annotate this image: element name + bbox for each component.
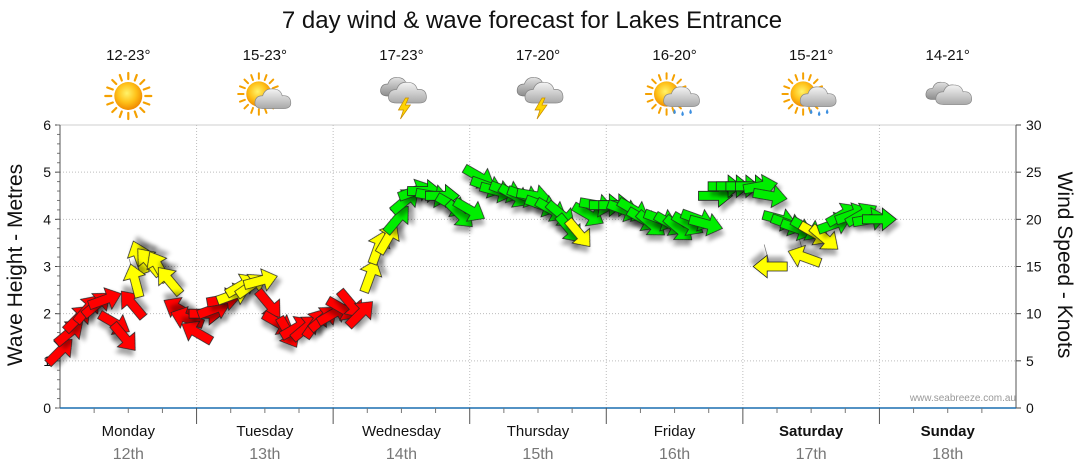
day-label: Tuesday	[236, 423, 293, 440]
thunderstorm-icon	[380, 77, 427, 120]
temp-range-label: 17-23°	[379, 47, 423, 64]
watermark: www.seabreeze.com.au	[909, 393, 1016, 404]
wind-arrow	[687, 213, 724, 237]
wind-arrow	[181, 320, 215, 346]
wind-arrow	[862, 207, 898, 232]
wind-arrow	[121, 290, 148, 321]
temp-range-label: 12-23°	[106, 47, 150, 64]
sunny-icon	[104, 71, 153, 121]
wind-arrow	[242, 268, 278, 292]
sun-shower-icon	[644, 72, 700, 116]
date-label: 12th	[113, 446, 144, 463]
wind-arrow	[87, 287, 122, 311]
left-tick-label: 3	[43, 259, 51, 275]
temp-range-label: 17-20°	[516, 47, 560, 64]
wind-arrow	[344, 301, 373, 330]
day-label: Monday	[102, 423, 156, 440]
day-label: Sunday	[921, 423, 976, 440]
temp-range-label: 15-23°	[243, 47, 287, 64]
day-label: Saturday	[779, 423, 844, 440]
sun-shower-icon	[781, 72, 837, 116]
cloudy-icon	[925, 81, 972, 105]
temp-range-label: 14-21°	[926, 47, 970, 64]
wind-arrow	[109, 320, 136, 351]
left-axis-title: Wave Height - Metres	[4, 164, 27, 366]
right-tick-label: 25	[1026, 164, 1042, 180]
right-tick-label: 5	[1026, 353, 1034, 369]
right-tick-label: 20	[1026, 211, 1042, 227]
date-label: 15th	[522, 446, 553, 463]
day-label: Thursday	[507, 423, 570, 440]
thunderstorm-icon	[516, 77, 564, 120]
day-label: Wednesday	[362, 423, 441, 440]
wind-arrow	[752, 184, 788, 209]
partly-cloudy-icon	[237, 72, 292, 116]
date-label: 16th	[659, 446, 690, 463]
wave-arrow	[752, 254, 788, 279]
left-tick-label: 2	[43, 306, 51, 322]
left-tick-label: 6	[43, 117, 51, 133]
date-label: 17th	[796, 446, 827, 463]
right-tick-label: 30	[1026, 117, 1042, 133]
wave-arrow	[122, 263, 147, 299]
temp-range-label: 15-21°	[789, 47, 833, 64]
day-label: Friday	[654, 423, 696, 440]
right-tick-label: 10	[1026, 306, 1042, 322]
wind-arrow	[564, 217, 591, 248]
right-tick-label: 0	[1026, 400, 1034, 416]
date-label: 14th	[386, 446, 417, 463]
right-tick-label: 15	[1026, 259, 1042, 275]
left-tick-label: 4	[43, 211, 51, 227]
temp-range-label: 16-20°	[652, 47, 696, 64]
right-axis-title: Wind Speed - Knots	[1053, 172, 1076, 359]
wind-arrow	[808, 223, 839, 250]
wind-arrow	[570, 201, 604, 227]
wind-arrow	[157, 267, 185, 298]
wind-arrow	[359, 259, 383, 294]
wave-arrow	[787, 244, 823, 268]
wind-arrow	[452, 196, 485, 222]
left-tick-label: 5	[43, 164, 51, 180]
date-label: 18th	[932, 446, 963, 463]
date-label: 13th	[249, 446, 280, 463]
left-tick-label: 0	[43, 400, 51, 416]
chart-title: 7 day wind & wave forecast for Lakes Ent…	[282, 7, 782, 34]
